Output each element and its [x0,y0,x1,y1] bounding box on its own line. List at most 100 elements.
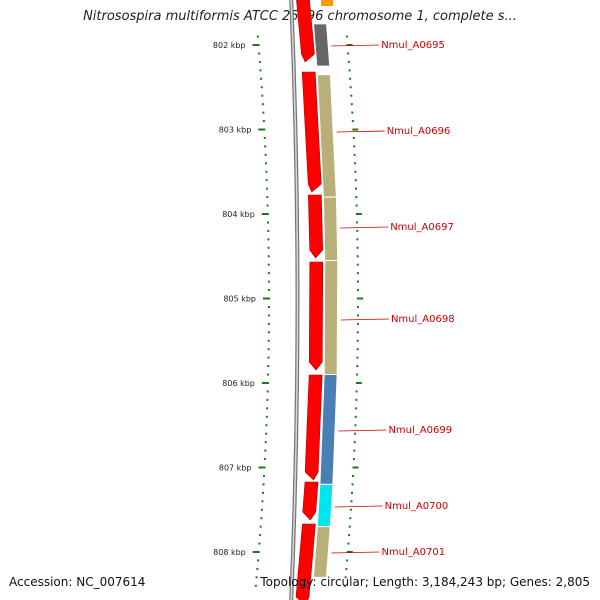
minor-tick-right [353,153,356,156]
kbp-tick-label: 803 kbp [219,126,252,135]
minor-tick-left [267,221,270,224]
kbp-tick-label: 804 kbp [222,210,255,219]
minor-tick-right [353,162,356,165]
minor-tick-right [356,229,359,232]
minor-tick-right [356,246,359,249]
minor-tick-left [267,238,270,241]
minor-tick-right [349,86,352,89]
minor-tick-right [351,111,354,114]
minor-tick-left [266,196,269,199]
cds-arrow [295,523,316,600]
gene-label[interactable]: Nmul_A0700 [385,501,449,512]
gene-leader-line [331,44,380,47]
minor-tick-right [356,238,359,241]
minor-tick-left [266,390,269,393]
minor-tick-left [262,111,265,114]
kbp-tick-label: 802 kbp [213,41,246,50]
gene-leader-line [338,429,387,432]
cds-arrow [302,481,319,521]
gene-block[interactable] [312,23,331,67]
scale-ticks-right [343,35,363,587]
gene-label[interactable]: Nmul_A0696 [387,126,451,137]
minor-tick-right [346,559,349,562]
minor-tick-left [257,559,260,562]
minor-tick-left [266,204,269,207]
kbp-tick-label: 807 kbp [219,464,252,473]
minor-tick-left [267,314,270,317]
minor-tick-right [354,424,357,427]
minor-tick-right [347,52,350,55]
kbp-tick-label: 808 kbp [213,548,246,557]
major-tick-right [346,44,353,46]
minor-tick-right [356,339,359,342]
minor-tick-right [356,322,359,325]
gene-block[interactable] [319,374,338,485]
gene-label[interactable]: Nmul_A0695 [381,40,445,51]
minor-tick-left [267,339,270,342]
minor-tick-right [356,373,359,376]
minor-tick-left [255,576,258,579]
minor-tick-right [354,170,357,173]
scale-ticks-left [252,35,270,587]
gene-leader-line [336,130,385,133]
kbp-labels: 802 kbp 803 kbp 804 kbp 805 kbp 806 kbp 807 k… [213,41,256,557]
minor-tick-left [258,60,261,63]
cds-arrow [296,0,315,63]
minor-tick-left [267,246,270,249]
accession-text: Accession: NC_007614 [9,575,146,589]
cds-arrow [308,194,324,259]
minor-tick-right [354,179,357,182]
minor-tick-right [354,432,357,435]
minor-tick-right [351,491,354,494]
minor-tick-right [353,441,356,444]
minor-tick-left [267,289,270,292]
gene-block[interactable] [322,196,339,261]
minor-tick-right [345,567,348,570]
backbone-inner [290,0,299,600]
minor-tick-left [260,508,263,511]
major-tick-right [355,213,362,215]
minor-tick-left [259,534,262,537]
minor-tick-left [265,170,268,173]
minor-tick-left [264,449,267,452]
gene-label[interactable]: Nmul_A0699 [388,425,452,436]
gene-leader-line [331,551,380,554]
minor-tick-right [348,69,351,72]
major-tick-left [252,44,260,46]
minor-tick-left [256,35,259,38]
gene-block[interactable] [316,483,334,528]
minor-tick-left [267,373,270,376]
minor-tick-left [266,407,269,410]
gene-labels: Nmul_A0695 Nmul_A0696 Nmul_A0697 Nmul_A0698… [331,40,455,558]
minor-tick-right [353,449,356,452]
major-tick-right [355,382,362,384]
minor-tick-left [261,500,264,503]
kbp-tick-label: 805 kbp [223,295,256,304]
minor-tick-right [349,77,352,80]
minor-tick-left [267,356,270,359]
minor-tick-right [356,331,359,334]
minor-tick-right [356,272,359,275]
minor-tick-left [256,567,259,570]
minor-tick-left [267,348,270,351]
gene-label[interactable]: Nmul_A0698 [391,314,455,325]
cds-arrow [308,261,324,371]
gene-block[interactable] [323,259,339,376]
minor-tick-left [263,136,266,139]
minor-tick-right [343,584,346,587]
minor-tick-left [259,525,262,528]
minor-tick-right [351,120,354,123]
minor-tick-right [349,517,352,520]
minor-tick-left [260,77,263,80]
minor-tick-left [258,542,261,545]
minor-tick-right [354,415,357,418]
orange-feature-block [321,0,333,6]
minor-tick-left [267,280,270,283]
minor-tick-right [356,263,359,266]
minor-tick-left [260,86,263,89]
gene-block[interactable] [312,526,331,578]
gene-label[interactable]: Nmul_A0701 [381,547,445,558]
minor-tick-left [264,153,267,156]
minor-tick-right [356,305,359,308]
gene-label[interactable]: Nmul_A0697 [390,222,454,233]
